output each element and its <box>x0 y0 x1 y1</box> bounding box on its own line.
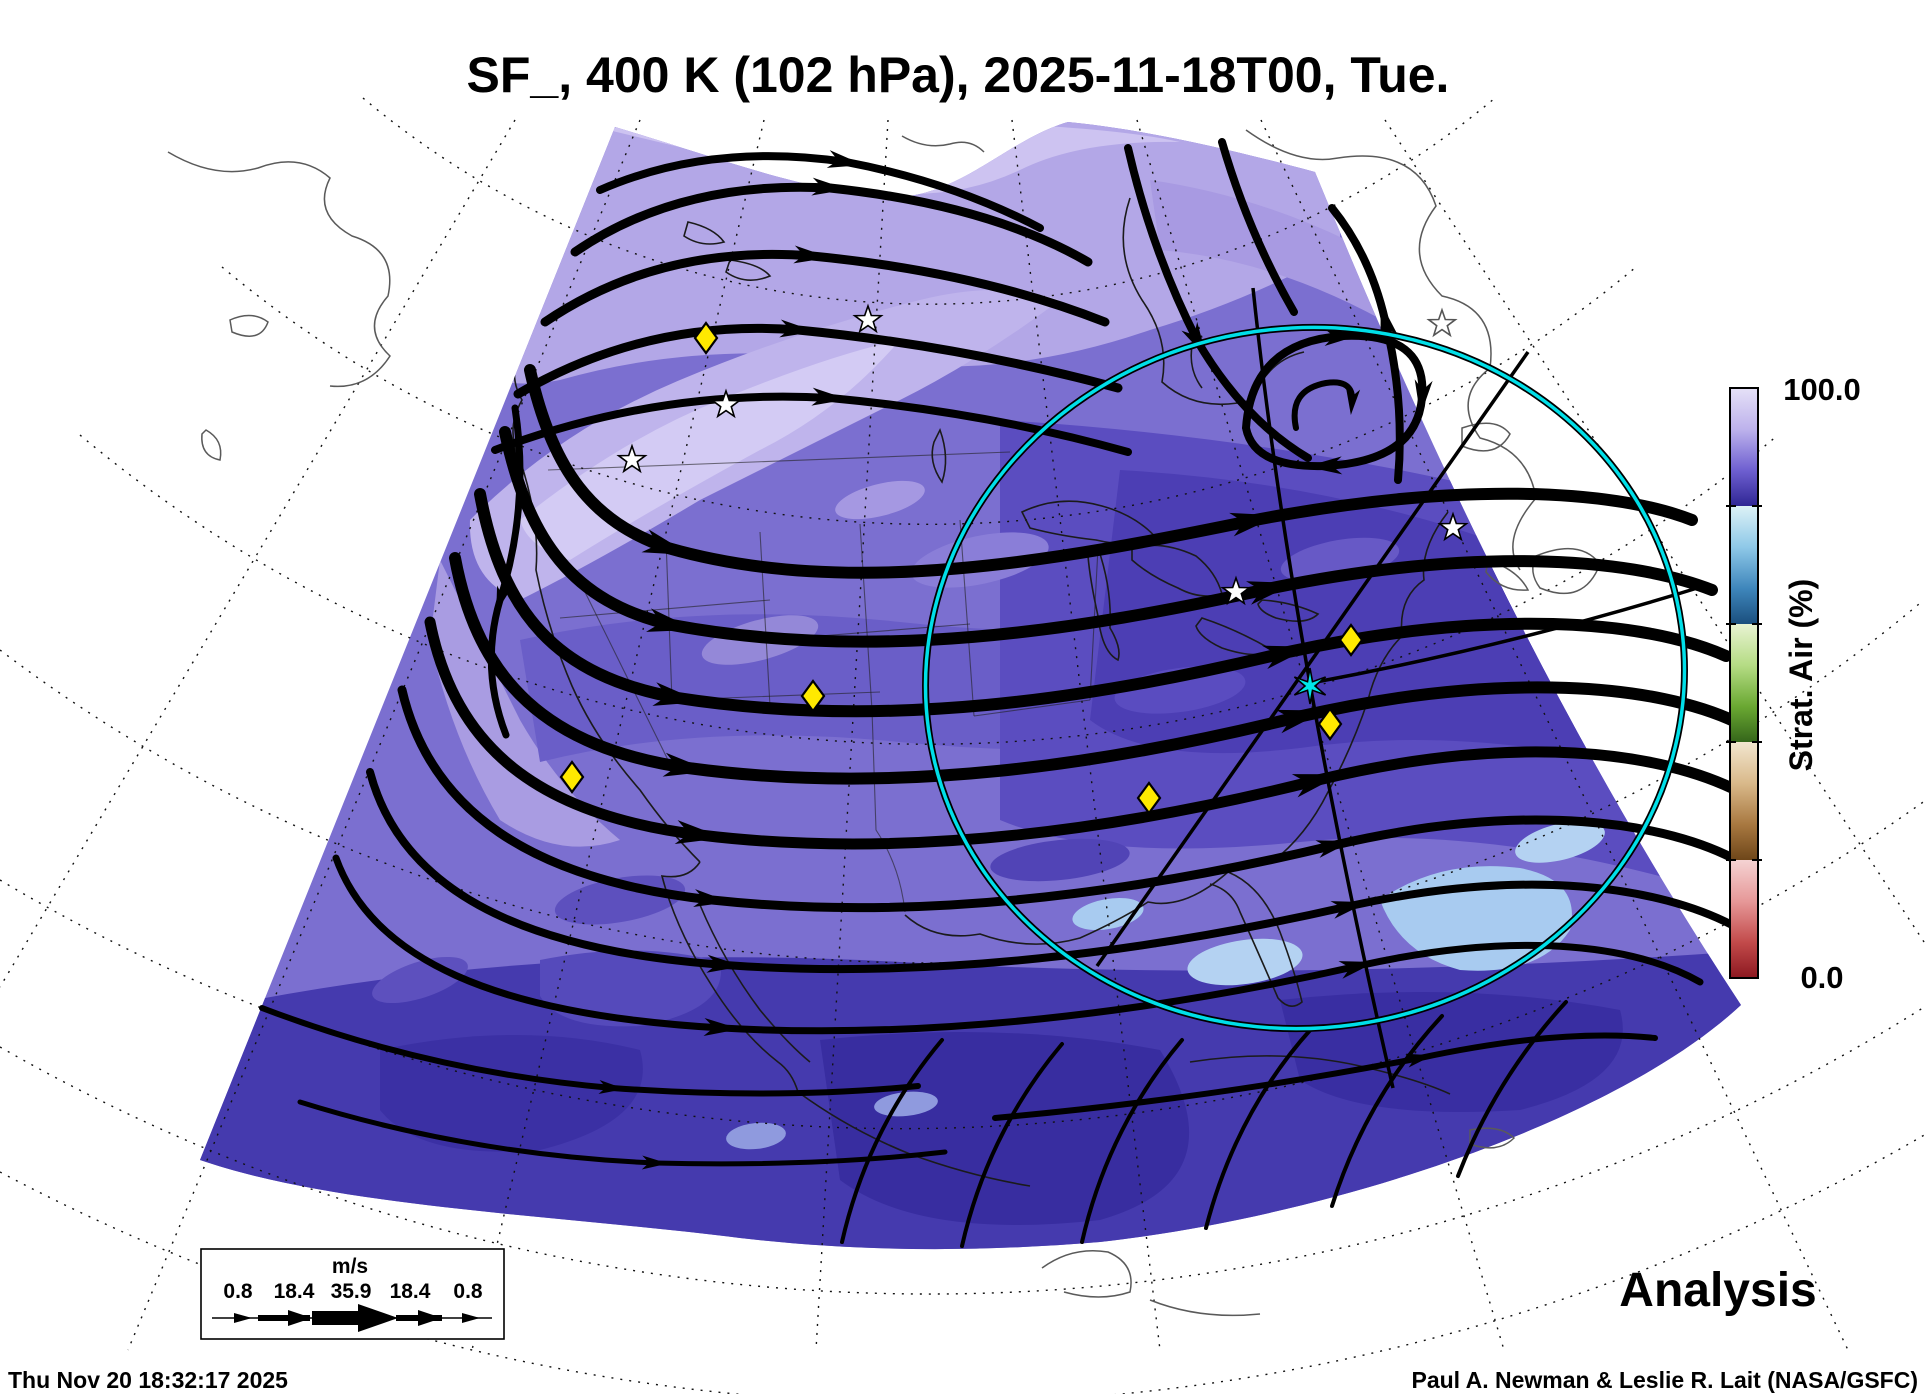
colorbar-min-label: 0.0 <box>1800 960 1843 995</box>
colorbar-segment-green <box>1730 624 1758 742</box>
colorbar-axis-label: Strat. Air (%) <box>1783 579 1819 772</box>
plot-title: SF_, 400 K (102 hPa), 2025-11-18T00, Tue… <box>467 47 1450 103</box>
wind-legend-value: 0.8 <box>223 1280 253 1303</box>
wind-legend-value: 18.4 <box>390 1280 431 1303</box>
wind-legend-value: 35.9 <box>331 1280 372 1303</box>
wind-legend-value: 0.8 <box>453 1280 483 1303</box>
generated-timestamp: Thu Nov 20 18:32:17 2025 <box>8 1367 288 1393</box>
colorbar-segment-purple <box>1730 388 1758 506</box>
wind-legend-value: 18.4 <box>274 1280 315 1303</box>
colorbar-segment-blue <box>1730 506 1758 624</box>
analysis-label: Analysis <box>1619 1264 1816 1317</box>
wind-legend-units: m/s <box>332 1255 368 1278</box>
credit-text: Paul A. Newman & Leslie R. Lait (NASA/GS… <box>1411 1367 1918 1393</box>
wind-speed-legend: m/s 0.8 18.4 35.9 18.4 0.8 <box>200 1248 505 1340</box>
colorbar-max-label: 100.0 <box>1783 372 1861 407</box>
wind-legend-arrow-glyph <box>212 1304 492 1332</box>
trajectory-lines <box>1095 287 1708 1089</box>
colorbar: 100.0 0.0 Strat. Air (%) <box>1726 372 1861 995</box>
range-ring <box>922 323 1688 1033</box>
colorbar-segment-red <box>1730 860 1758 978</box>
wind-streamlines <box>259 138 1746 1248</box>
city-star-icon <box>1427 309 1457 337</box>
colorbar-segment-tan <box>1730 742 1758 860</box>
coastlines-outside <box>167 129 1601 1317</box>
